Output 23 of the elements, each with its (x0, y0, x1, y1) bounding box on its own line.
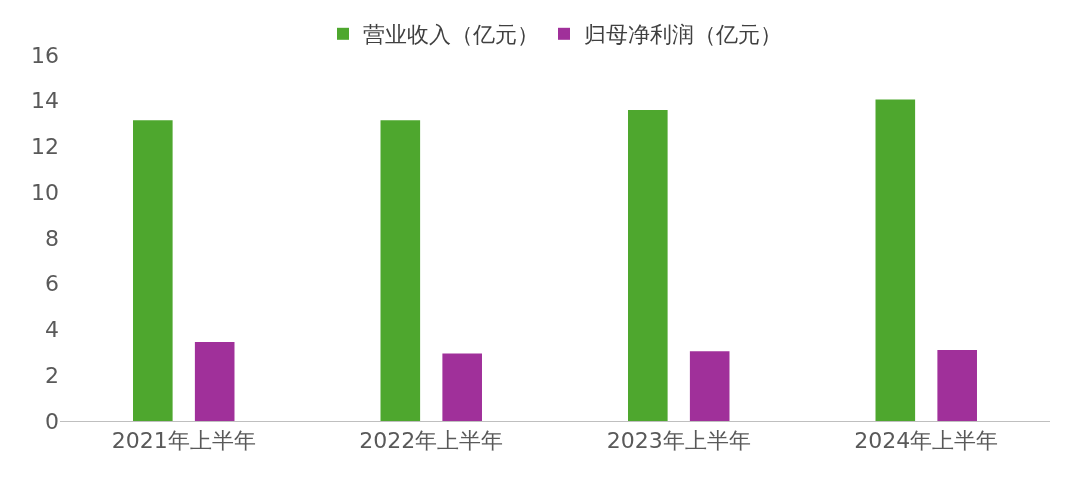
bar (937, 350, 977, 421)
x-tick-label: 2022年上半年 (359, 428, 504, 454)
bar (442, 353, 482, 421)
y-tick-label: 8 (45, 225, 59, 251)
bar (689, 351, 730, 421)
x-tick-label: 2024年上半年 (854, 428, 999, 454)
x-tick-label: 2023年上半年 (606, 428, 751, 454)
bar (628, 109, 668, 421)
bar (380, 120, 421, 421)
bar (133, 120, 173, 421)
bar (194, 342, 235, 421)
y-tick-label: 0 (45, 408, 59, 434)
y-tick-label: 16 (31, 42, 59, 68)
y-tick-label: 10 (31, 179, 59, 205)
y-tick-label: 4 (45, 317, 59, 343)
bar (875, 99, 916, 421)
legend-label: 归母净利润（亿元） (584, 22, 782, 48)
y-tick-label: 12 (31, 134, 59, 160)
y-tick-label: 14 (31, 88, 59, 114)
x-tick-label: 2021年上半年 (111, 428, 256, 454)
legend-label: 营业收入（亿元） (363, 22, 539, 48)
y-tick-label: 6 (45, 271, 59, 297)
y-tick-label: 2 (45, 362, 59, 388)
